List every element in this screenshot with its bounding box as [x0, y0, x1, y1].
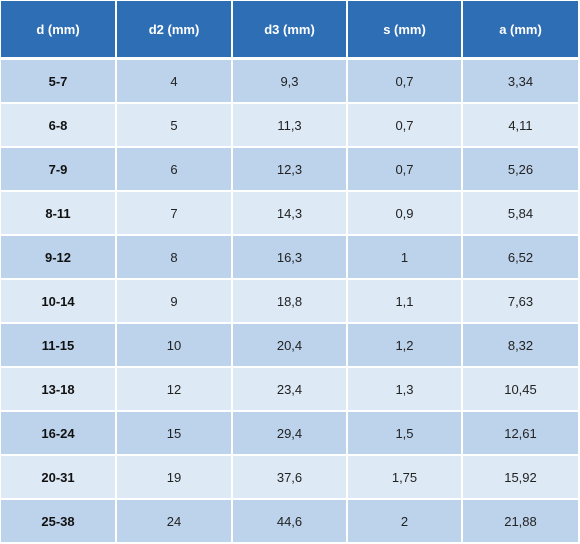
cell-a: 5,26 [462, 147, 578, 192]
table-row: 13-18 12 23,4 1,3 10,45 [1, 367, 578, 412]
cell-d: 13-18 [1, 367, 117, 412]
table-row: 20-31 19 37,6 1,75 15,92 [1, 455, 578, 500]
cell-s: 2 [347, 499, 463, 544]
cell-s: 1,2 [347, 323, 463, 368]
cell-s: 0,7 [347, 103, 463, 148]
cell-a: 15,92 [462, 455, 578, 500]
cell-s: 1,1 [347, 279, 463, 324]
cell-d2: 10 [116, 323, 233, 368]
cell-d3: 44,6 [232, 499, 348, 544]
cell-d2: 12 [116, 367, 233, 412]
cell-d: 10-14 [1, 279, 117, 324]
cell-d3: 18,8 [232, 279, 348, 324]
table-row: 25-38 24 44,6 2 21,88 [1, 499, 578, 544]
cell-d: 11-15 [1, 323, 117, 368]
cell-d3: 12,3 [232, 147, 348, 192]
cell-a: 3,34 [462, 58, 578, 104]
column-header-d3: d3 (mm) [232, 1, 348, 60]
cell-d: 8-11 [1, 191, 117, 236]
table-row: 9-12 8 16,3 1 6,52 [1, 235, 578, 280]
cell-s: 0,7 [347, 147, 463, 192]
cell-d3: 23,4 [232, 367, 348, 412]
cell-s: 0,9 [347, 191, 463, 236]
cell-a: 12,61 [462, 411, 578, 456]
column-header-d: d (mm) [1, 1, 117, 60]
cell-a: 5,84 [462, 191, 578, 236]
cell-d3: 20,4 [232, 323, 348, 368]
cell-d: 7-9 [1, 147, 117, 192]
cell-d3: 16,3 [232, 235, 348, 280]
cell-d2: 9 [116, 279, 233, 324]
cell-d: 6-8 [1, 103, 117, 148]
table-row: 8-11 7 14,3 0,9 5,84 [1, 191, 578, 236]
table-row: 7-9 6 12,3 0,7 5,26 [1, 147, 578, 192]
cell-a: 6,52 [462, 235, 578, 280]
cell-d: 9-12 [1, 235, 117, 280]
column-header-s: s (mm) [347, 1, 463, 60]
cell-s: 1,3 [347, 367, 463, 412]
cell-s: 0,7 [347, 58, 463, 104]
cell-a: 21,88 [462, 499, 578, 544]
cell-d3: 29,4 [232, 411, 348, 456]
cell-d3: 37,6 [232, 455, 348, 500]
cell-d2: 19 [116, 455, 233, 500]
table-row: 5-7 4 9,3 0,7 3,34 [1, 58, 578, 104]
cell-s: 1,75 [347, 455, 463, 500]
cell-d2: 15 [116, 411, 233, 456]
cell-a: 4,11 [462, 103, 578, 148]
cell-d: 25-38 [1, 499, 117, 544]
table-row: 11-15 10 20,4 1,2 8,32 [1, 323, 578, 368]
table-row: 10-14 9 18,8 1,1 7,63 [1, 279, 578, 324]
cell-a: 7,63 [462, 279, 578, 324]
cell-d2: 6 [116, 147, 233, 192]
cell-d2: 24 [116, 499, 233, 544]
cell-a: 8,32 [462, 323, 578, 368]
cell-s: 1 [347, 235, 463, 280]
column-header-d2: d2 (mm) [116, 1, 233, 60]
table-row: 6-8 5 11,3 0,7 4,11 [1, 103, 578, 148]
header-row: d (mm) d2 (mm) d3 (mm) s (mm) a (mm) [1, 1, 578, 60]
cell-a: 10,45 [462, 367, 578, 412]
cell-d2: 8 [116, 235, 233, 280]
cell-d3: 9,3 [232, 58, 348, 104]
cell-d: 5-7 [1, 58, 117, 104]
cell-d: 16-24 [1, 411, 117, 456]
cell-d: 20-31 [1, 455, 117, 500]
cell-d2: 4 [116, 58, 233, 104]
table-row: 16-24 15 29,4 1,5 12,61 [1, 411, 578, 456]
cell-d3: 11,3 [232, 103, 348, 148]
cell-d3: 14,3 [232, 191, 348, 236]
cell-s: 1,5 [347, 411, 463, 456]
cell-d2: 7 [116, 191, 233, 236]
cell-d2: 5 [116, 103, 233, 148]
column-header-a: a (mm) [462, 1, 578, 60]
